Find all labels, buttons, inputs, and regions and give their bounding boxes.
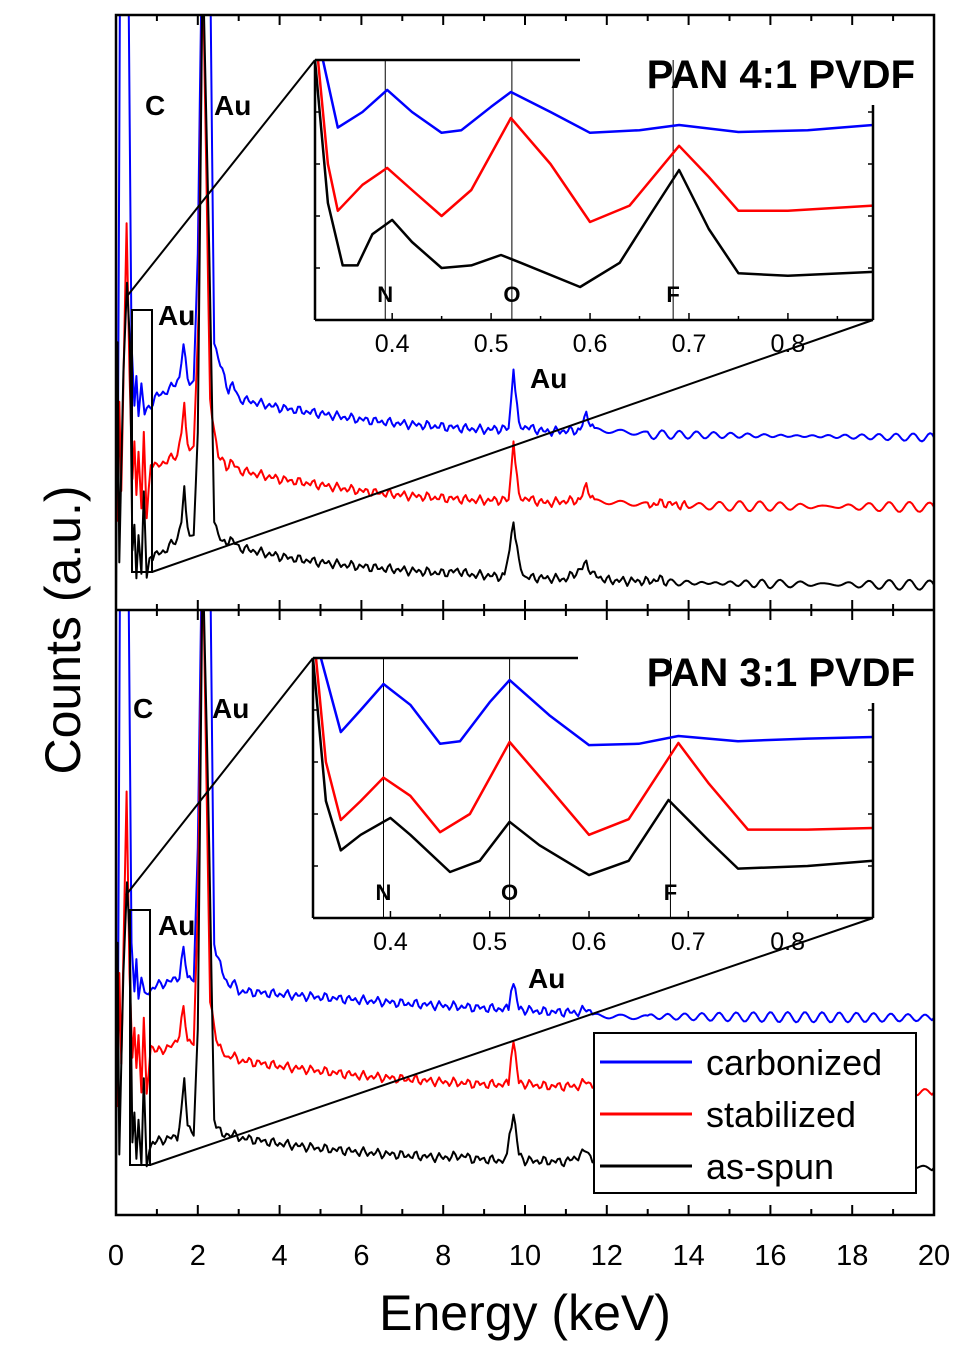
- x-tick-label: 14: [672, 1240, 704, 1272]
- x-tick-label: 12: [591, 1240, 623, 1272]
- element-label-n: N: [376, 880, 392, 905]
- panel-1-curves: [116, 15, 934, 605]
- spectrum-stabilized: [116, 15, 934, 522]
- inset-spectrum-stabilized: [316, 60, 873, 224]
- inset-x-tick-label: 0.7: [671, 928, 706, 956]
- spectrum-as-spun: [116, 15, 934, 605]
- x-tick-label: 10: [509, 1240, 541, 1272]
- x-tick-label: 20: [918, 1240, 950, 1272]
- inset-x-tick-label: 0.4: [373, 928, 408, 956]
- element-label-n: N: [377, 282, 393, 307]
- peak-label-au: Au: [530, 363, 567, 394]
- x-tick-label: 8: [435, 1240, 451, 1272]
- inset-x-tick-label: 0.7: [672, 330, 707, 358]
- peak-label-c: C: [145, 90, 165, 121]
- zoom-region-box: [129, 909, 151, 1166]
- panel-title: PAN 3:1 PVDF: [647, 651, 915, 695]
- spectrum-carbonized: [116, 15, 934, 443]
- inset-spectrum-as-spun: [315, 60, 873, 289]
- inset-spectrum-as-spun: [313, 658, 873, 877]
- zoom-region-box: [131, 309, 153, 573]
- element-label-f: F: [666, 282, 679, 307]
- inset-curves: [313, 658, 873, 918]
- legend-label-stabilized: stabilized: [706, 1094, 856, 1135]
- x-tick-label: 6: [353, 1240, 369, 1272]
- spectrum-carbonized: [116, 610, 934, 1024]
- peak-label-au: Au: [214, 90, 251, 121]
- element-label-o: O: [501, 880, 518, 905]
- inset-x-tick-label: 0.5: [472, 928, 507, 956]
- peak-label-c: C: [133, 693, 153, 724]
- peak-label-au: Au: [528, 963, 565, 994]
- element-label-o: O: [503, 282, 520, 307]
- x-tick-label: 18: [836, 1240, 868, 1272]
- inset-x-tick-label: 0.8: [770, 928, 805, 956]
- inset-spectrum-stabilized: [314, 658, 873, 837]
- zoom-connector-line: [149, 917, 874, 1166]
- zoom-connector-line: [125, 657, 314, 896]
- panel-title: PAN 4:1 PVDF: [647, 53, 915, 97]
- x-tick-label: 16: [754, 1240, 786, 1272]
- inset-background: [315, 60, 873, 320]
- inset-x-tick-label: 0.4: [375, 330, 410, 358]
- zoom-connector-line: [151, 319, 874, 573]
- peak-label-au: Au: [158, 910, 195, 941]
- inset-panel-1: N O F 0.4 0.5 0.6 0.7 0.8: [313, 58, 875, 358]
- x-tick-label: 4: [272, 1240, 288, 1272]
- inset-curves: [315, 60, 873, 320]
- legend-label-carbonized: carbonized: [706, 1042, 882, 1083]
- y-axis-label: Counts (a.u.): [35, 485, 91, 774]
- inset-x-tick-label: 0.6: [573, 330, 608, 358]
- inset-x-tick-label: 0.8: [771, 330, 806, 358]
- legend: carbonized stabilized as-spun: [593, 1032, 917, 1194]
- inset-spectrum-carbonized: [321, 60, 873, 135]
- x-axis-label: Energy (keV): [379, 1285, 671, 1341]
- inset-spectrum-carbonized: [319, 658, 873, 747]
- x-tick-label: 2: [190, 1240, 206, 1272]
- element-label-f: F: [664, 880, 677, 905]
- zoom-connector-line: [127, 59, 316, 296]
- x-tick-label: 0: [108, 1240, 124, 1272]
- peak-label-au: Au: [158, 300, 195, 331]
- inset-panel-2: N O F 0.4 0.5 0.6 0.7 0.8: [311, 656, 875, 956]
- peak-label-au: Au: [212, 693, 249, 724]
- inset-x-tick-label: 0.6: [572, 928, 607, 956]
- legend-label-as-spun: as-spun: [706, 1146, 834, 1187]
- inset-x-tick-label: 0.5: [474, 330, 509, 358]
